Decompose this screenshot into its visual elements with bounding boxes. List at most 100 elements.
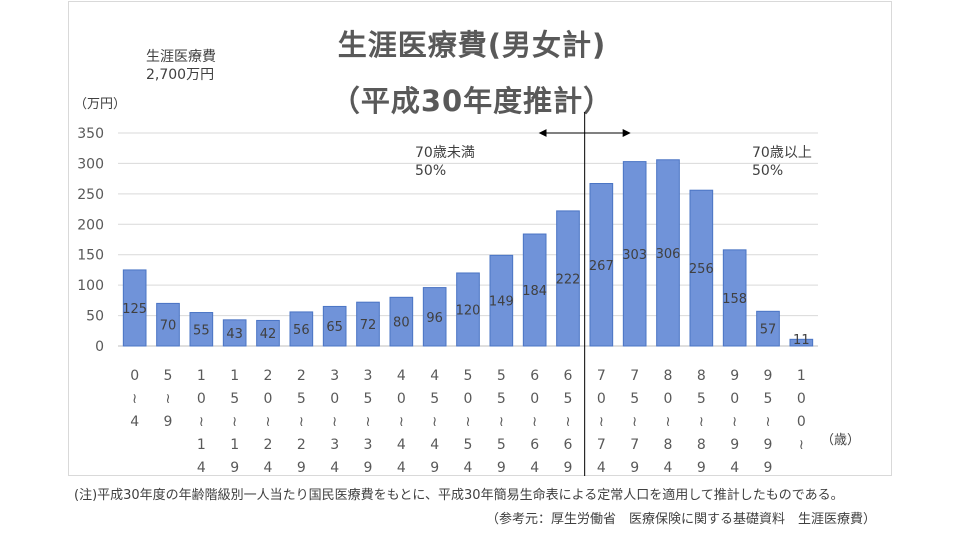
x-tick-label-char: 9	[430, 460, 439, 476]
x-tick-label-char: ≀	[499, 414, 504, 430]
x-tick-label-char: 9	[764, 437, 773, 453]
x-tick-label-char: 3	[330, 368, 339, 384]
bar	[722, 249, 747, 347]
x-tick-label-char: 8	[664, 437, 673, 453]
x-tick-label-char: 2	[297, 437, 306, 453]
bar	[389, 296, 414, 347]
x-tick-label-char: 3	[364, 437, 373, 453]
x-tick-label-char: 0	[664, 391, 673, 407]
x-tick-label-char: 5	[230, 391, 239, 407]
bar	[589, 183, 614, 347]
x-tick-label-char: 0	[797, 414, 806, 430]
bar-value-label: 65	[326, 320, 343, 335]
x-tick-label-char: 7	[630, 437, 639, 453]
x-tick-label-char: ≀	[399, 414, 404, 430]
x-tick-label-char: 1	[230, 368, 239, 384]
x-tick-label-char: 0	[330, 391, 339, 407]
y-tick-label: 100	[77, 278, 104, 294]
bar-value-label: 96	[426, 311, 443, 326]
bar	[789, 338, 814, 347]
x-tick-label-char: 5	[697, 391, 706, 407]
x-tick-label-char: 1	[230, 437, 239, 453]
x-tick-label-char: 7	[597, 437, 606, 453]
x-tick-label-char: 2	[264, 368, 273, 384]
x-tick-label-char: ≀	[132, 391, 137, 407]
bar-value-label: 222	[556, 272, 581, 287]
x-tick-label-char: 0	[197, 391, 206, 407]
x-tick-label-char: 7	[630, 368, 639, 384]
x-tick-label-char: 9	[364, 460, 373, 476]
x-tick-label-char: 3	[330, 437, 339, 453]
bar	[456, 272, 480, 347]
over70-label: 70歳以上	[752, 145, 812, 161]
x-tick-label-char: 8	[697, 437, 706, 453]
y-tick-label: 350	[77, 126, 104, 142]
x-tick-label-char: 5	[497, 391, 506, 407]
y-tick-label: 250	[77, 187, 104, 203]
bar-value-label: 125	[122, 302, 147, 317]
bar	[156, 302, 180, 347]
x-axis-labels: 0 ≀ 4 5 ≀ 9 1 0 ≀ 1 4 1 5 ≀ 1 9 2 0 ≀ 2 4 2 5 ≀ 2 9 3 0 ≀ 3 4 3 5 ≀ 3 9 4 0 ≀ 4…	[130, 368, 806, 476]
x-tick-label-char: 5	[164, 368, 173, 384]
x-tick-label-char: 1	[797, 368, 806, 384]
x-tick-label-char: 0	[130, 368, 139, 384]
x-tick-label-char: 2	[297, 368, 306, 384]
x-tick-label-char: 4	[397, 437, 406, 453]
bar	[322, 305, 347, 347]
x-tick-label-char: ≀	[699, 414, 704, 430]
x-tick-label-char: 3	[364, 368, 373, 384]
bar	[656, 159, 680, 347]
y-tick-label: 150	[77, 248, 104, 264]
x-tick-label-char: ≀	[599, 414, 604, 430]
bar-value-label: 149	[489, 295, 514, 310]
y-tick-label: 0	[95, 339, 104, 355]
bar	[122, 269, 147, 347]
bar-value-label: 70	[160, 319, 177, 334]
under70-share: 50%	[415, 163, 447, 179]
x-tick-label-char: 9	[230, 460, 239, 476]
chart-subtitle: （平成30年度推計）	[330, 84, 614, 118]
x-tick-label-char: 4	[430, 437, 439, 453]
bar	[556, 210, 580, 347]
x-tick-label-char: ≀	[199, 414, 204, 430]
x-tick-label-char: 4	[530, 460, 539, 476]
chart-title: 生涯医療費(男女計)	[337, 28, 607, 62]
x-tick-label-char: 9	[730, 437, 739, 453]
bars	[122, 159, 814, 347]
x-tick-label-char: ≀	[799, 437, 804, 453]
bar	[756, 310, 780, 347]
over70-share: 50%	[752, 163, 784, 179]
bar	[689, 189, 714, 347]
x-tick-label-char: 0	[730, 391, 739, 407]
value-labels: 125 70 55 43 42 56 65 72 80 96 120 149 184 222 267 303 3…	[122, 247, 809, 348]
x-tick-label-char: 0	[397, 391, 406, 407]
bar	[622, 161, 647, 347]
bar-value-label: 120	[456, 303, 481, 318]
bar	[289, 311, 314, 347]
bar	[256, 319, 280, 347]
x-tick-label-char: 5	[630, 391, 639, 407]
footnote-source: （参考元：厚生労働省 医療保険に関する基礎資料 生涯医療費）	[486, 512, 877, 527]
x-tick-label-char: ≀	[765, 414, 770, 430]
footnote-note: (注)平成30年度の年齢階級別一人当たり国民医療費をもとに、平成30年簡易生命表…	[74, 488, 844, 503]
x-tick-label-char: 9	[764, 368, 773, 384]
x-axis-unit: （歳）	[821, 433, 861, 448]
x-tick-label-char: 4	[397, 460, 406, 476]
x-tick-label-char: ≀	[532, 414, 537, 430]
bar-value-label: 256	[689, 262, 714, 277]
bar-value-label: 72	[360, 318, 377, 333]
bar-value-label: 57	[760, 323, 777, 338]
bar-value-label: 267	[589, 259, 614, 274]
x-tick-label-char: 7	[597, 368, 606, 384]
x-tick-label-char: 6	[564, 437, 573, 453]
x-tick-label-char: 9	[697, 460, 706, 476]
x-tick-label-char: ≀	[265, 414, 270, 430]
x-tick-label-char: 9	[164, 414, 173, 430]
x-tick-label-char: ≀	[165, 391, 170, 407]
x-tick-label-char: 9	[730, 368, 739, 384]
y-axis-ticks: 0 50 100 150 200 250 300 350	[77, 126, 104, 355]
x-tick-label-char: 6	[564, 368, 573, 384]
x-tick-label-char: 5	[464, 368, 473, 384]
x-tick-label-char: 4	[730, 460, 739, 476]
